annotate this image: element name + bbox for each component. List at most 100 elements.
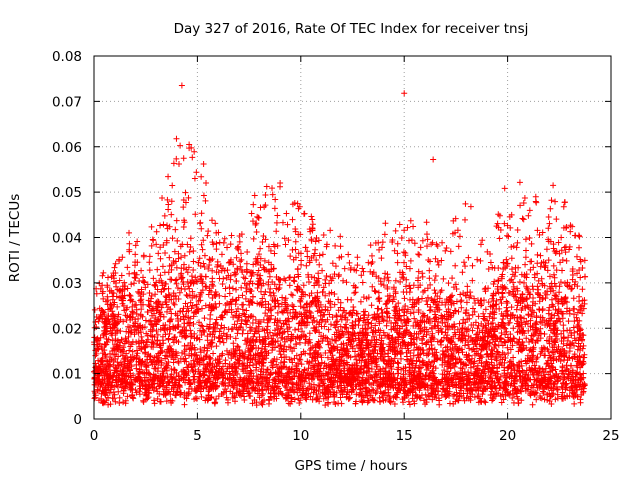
data-point <box>530 294 537 301</box>
data-point <box>301 304 308 311</box>
data-point <box>573 370 580 377</box>
data-point <box>502 331 509 338</box>
data-point <box>480 315 487 322</box>
data-point <box>444 368 451 375</box>
grid-lines <box>94 56 611 419</box>
data-point <box>455 308 462 315</box>
data-point <box>349 319 356 326</box>
data-point <box>571 329 578 336</box>
data-point <box>398 345 405 352</box>
data-point <box>518 388 525 395</box>
data-point <box>493 375 500 382</box>
data-point <box>254 300 261 307</box>
data-point <box>338 316 345 323</box>
data-point <box>395 370 402 377</box>
data-point <box>124 304 131 311</box>
data-point <box>378 306 385 313</box>
data-point <box>520 279 527 286</box>
data-point <box>258 400 265 407</box>
data-point <box>167 276 174 283</box>
data-point <box>353 391 360 398</box>
data-point <box>188 305 195 312</box>
data-point <box>189 288 196 295</box>
data-point <box>405 358 412 365</box>
data-point <box>326 311 333 318</box>
data-point <box>275 300 282 307</box>
data-point <box>201 315 208 322</box>
data-point <box>376 332 383 339</box>
data-point <box>270 289 277 296</box>
data-point <box>250 333 257 340</box>
data-point <box>545 310 552 317</box>
data-point <box>379 393 386 400</box>
data-point <box>110 395 117 402</box>
data-point <box>254 271 261 278</box>
data-point <box>527 266 534 273</box>
data-point <box>403 356 410 363</box>
data-point <box>523 335 530 342</box>
data-point <box>431 308 438 315</box>
data-point <box>231 321 238 328</box>
data-point <box>579 310 586 317</box>
data-point <box>295 326 302 333</box>
data-point <box>208 393 215 400</box>
data-point <box>179 274 186 281</box>
data-point <box>442 301 449 308</box>
data-point <box>92 318 99 325</box>
data-point <box>296 368 303 375</box>
data-point <box>518 382 525 389</box>
data-point <box>502 354 509 361</box>
data-point <box>391 401 398 408</box>
data-points <box>91 82 589 409</box>
data-point <box>510 325 517 332</box>
data-point <box>242 295 249 302</box>
data-point <box>187 333 194 340</box>
data-point <box>546 340 553 347</box>
data-point <box>137 385 144 392</box>
data-point <box>464 356 471 363</box>
data-point <box>220 339 227 346</box>
data-point <box>426 346 433 353</box>
data-point <box>376 320 383 327</box>
data-point <box>209 267 216 274</box>
data-point <box>161 325 168 332</box>
data-point <box>401 295 408 302</box>
data-point <box>448 339 455 346</box>
data-point <box>237 323 244 330</box>
data-point <box>296 385 303 392</box>
data-point <box>353 356 360 363</box>
data-point <box>486 313 493 320</box>
data-point <box>457 291 464 298</box>
data-point <box>160 340 167 347</box>
data-point <box>504 307 511 314</box>
data-point <box>498 330 505 337</box>
data-point <box>428 342 435 349</box>
data-point <box>252 316 259 323</box>
data-point <box>318 359 325 366</box>
data-point <box>488 347 495 354</box>
data-point <box>166 342 173 349</box>
data-point <box>299 328 306 335</box>
data-point <box>151 318 158 325</box>
data-point <box>286 282 293 289</box>
data-point <box>198 305 205 312</box>
data-point <box>316 319 323 326</box>
data-point <box>405 398 412 405</box>
data-point <box>218 322 225 329</box>
data-point <box>158 304 165 311</box>
data-point <box>236 346 243 353</box>
data-point <box>329 314 336 321</box>
data-point <box>461 397 468 404</box>
data-point <box>111 391 118 398</box>
data-point <box>190 357 197 364</box>
data-point <box>507 358 514 365</box>
data-point <box>206 354 213 361</box>
data-point <box>129 338 136 345</box>
data-point <box>156 390 163 397</box>
data-point <box>552 306 559 313</box>
data-point <box>259 295 266 302</box>
data-point <box>262 298 269 305</box>
data-point <box>504 344 511 351</box>
data-point <box>373 372 380 379</box>
data-point <box>123 317 130 324</box>
